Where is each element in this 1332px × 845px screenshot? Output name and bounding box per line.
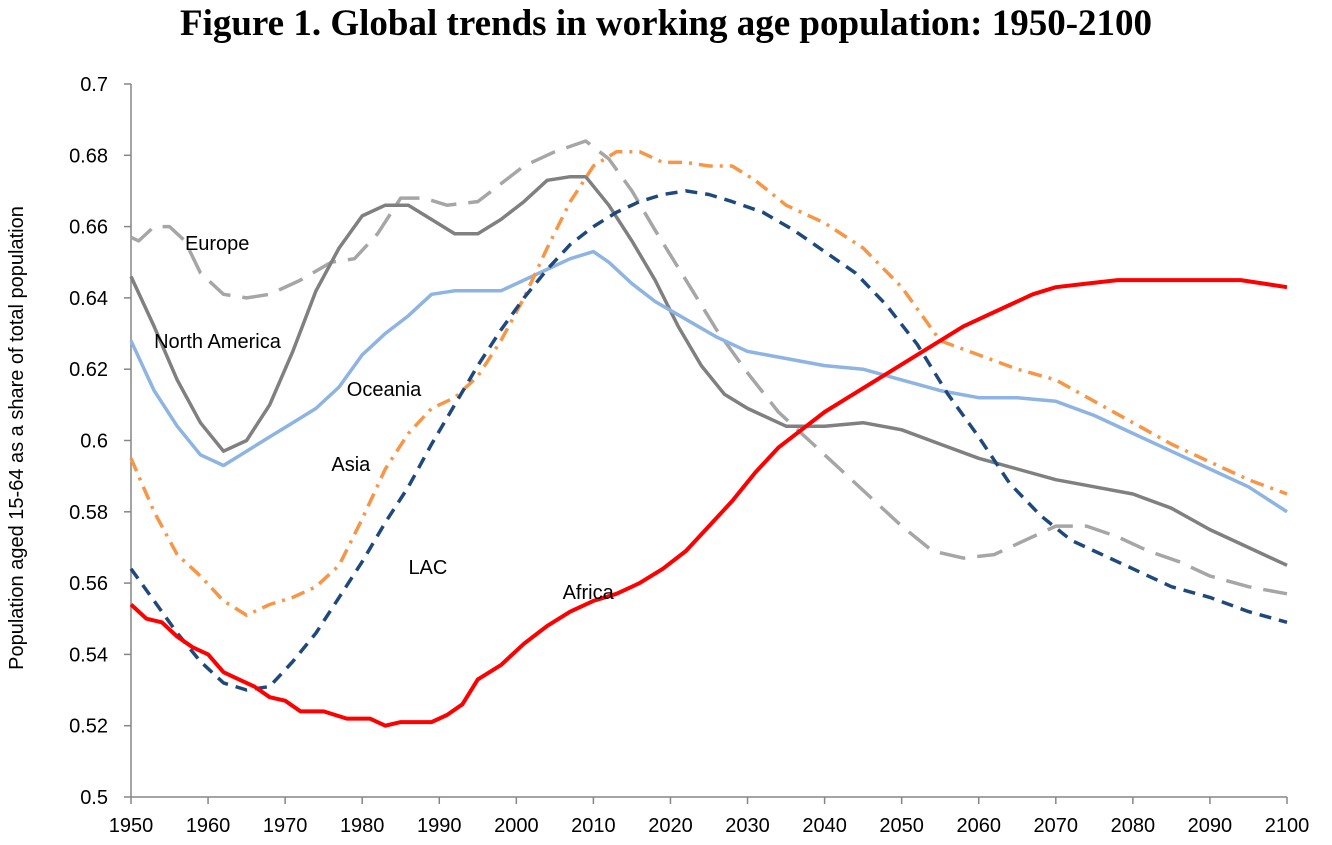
- x-tick-label: 2000: [494, 815, 539, 837]
- series-label-asia: Asia: [331, 454, 371, 476]
- series-group: [129, 139, 1288, 728]
- x-tick-label: 2070: [1034, 815, 1079, 837]
- series-label-north-america: North America: [154, 331, 282, 353]
- x-tick-label: 2080: [1111, 815, 1156, 837]
- x-tick-label: 2030: [725, 815, 770, 837]
- x-tick-label: 2010: [571, 815, 616, 837]
- y-tick-label: 0.64: [69, 288, 108, 310]
- y-tick-label: 0.58: [69, 502, 108, 524]
- x-tick-label: 1950: [109, 815, 154, 837]
- x-tick-label: 2050: [879, 815, 924, 837]
- series-label-africa: Africa: [563, 582, 615, 604]
- series-line-north-america: [129, 174, 1288, 567]
- y-axis-label: Population aged 15-64 as a share of tota…: [6, 206, 28, 670]
- y-tick-label: 0.54: [69, 644, 108, 666]
- axes: 0.5 0.52 0.54 0.56 0.58 0.6 0.62 0.64 0.66 0.68 0.…: [69, 74, 1309, 837]
- series-line-oceania: [129, 249, 1288, 514]
- y-tick-label: 0.56: [69, 573, 108, 595]
- y-tick-label: 0.62: [69, 359, 108, 381]
- series-label-oceania: Oceania: [347, 379, 422, 401]
- y-tick-label: 0.52: [69, 716, 108, 738]
- chart-title: Figure 1. Global trends in working age p…: [179, 3, 1153, 44]
- x-tick-label: 2060: [956, 815, 1001, 837]
- x-tick-label: 1960: [186, 815, 231, 837]
- series-line-lac: [129, 189, 1288, 692]
- series-line-asia: [129, 149, 1288, 617]
- x-tick-label: 1970: [263, 815, 308, 837]
- y-tick-label: 0.6: [80, 431, 108, 453]
- x-tick-label: 2020: [648, 815, 693, 837]
- x-tick-label: 2100: [1265, 815, 1310, 837]
- series-label-lac: LAC: [408, 557, 447, 579]
- y-tick-label: 0.66: [69, 217, 108, 239]
- series-line-africa: [129, 278, 1288, 728]
- x-tick-label: 1980: [340, 815, 385, 837]
- x-tick-label: 2040: [802, 815, 847, 837]
- series-line-europe: [130, 139, 1288, 596]
- series-labels: Europe North America Oceania Asia LAC Africa: [154, 233, 614, 604]
- x-tick-label: 1990: [417, 815, 462, 837]
- y-tick-label: 0.5: [80, 787, 108, 809]
- series-label-europe: Europe: [185, 233, 250, 255]
- y-tick-label: 0.68: [69, 145, 108, 167]
- x-tick-label: 2090: [1188, 815, 1233, 837]
- y-tick-label: 0.7: [80, 74, 108, 96]
